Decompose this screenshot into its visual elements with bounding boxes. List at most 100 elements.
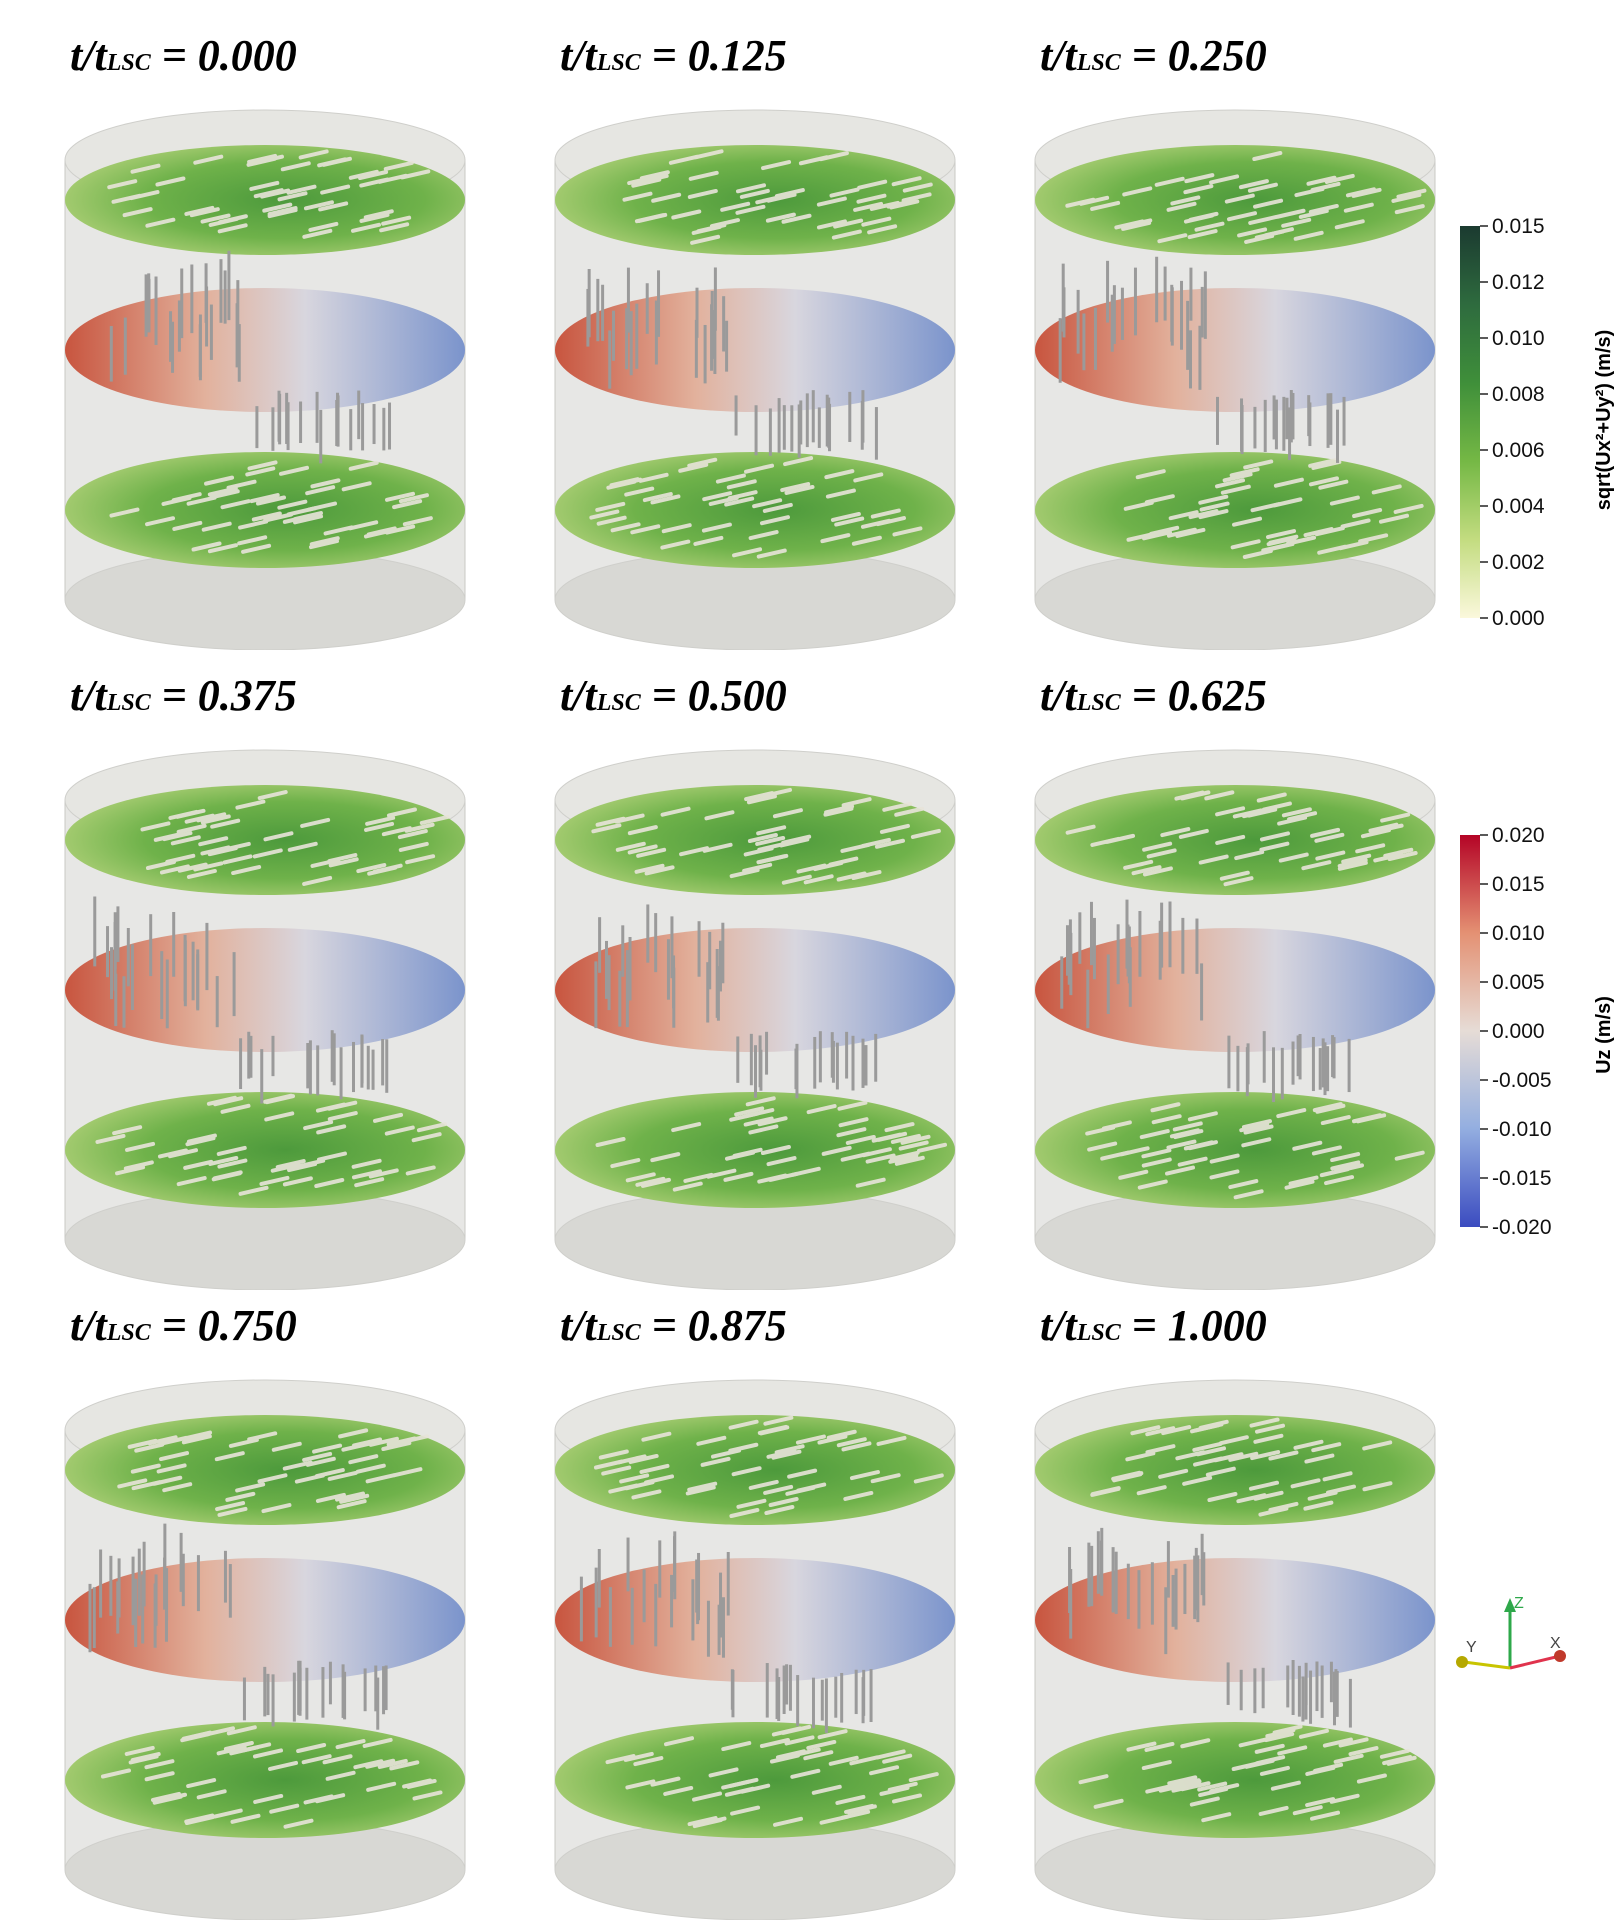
x-axis-label: X <box>1550 1635 1561 1652</box>
time-label-subscript: LSC <box>1076 690 1121 716</box>
time-label: t/tLSC = 0.125 <box>560 30 787 81</box>
vector-glyphs <box>107 149 433 554</box>
time-label-subscript: LSC <box>596 50 641 76</box>
time-label-value: = 0.125 <box>640 31 787 80</box>
time-label-value: = 0.500 <box>640 671 787 720</box>
cylinder-render <box>554 109 956 650</box>
snapshot-panel: t/tLSC = 0.125 <box>540 30 970 650</box>
vertical-vector-glyphs <box>93 896 389 1104</box>
z-axis-label: Z <box>1514 1595 1524 1612</box>
mid-slice <box>65 1558 465 1682</box>
y-axis-marker <box>1456 1656 1468 1668</box>
time-label-prefix: t/t <box>1040 671 1077 720</box>
snapshot-panel: t/tLSC = 0.250 <box>1020 30 1450 650</box>
colorbar-tick-label: 0.015 <box>1492 873 1545 896</box>
colorbar-tick-label: 0.012 <box>1492 271 1545 294</box>
cylinder-render <box>554 749 956 1290</box>
mid-slice <box>555 1558 955 1682</box>
time-label: t/tLSC = 1.000 <box>1040 1300 1267 1351</box>
bottom-slice <box>65 1092 465 1208</box>
vector-glyphs <box>100 1428 443 1829</box>
mid-slice <box>555 928 955 1052</box>
vector-glyphs <box>1078 1417 1417 1823</box>
colorbar-tick-label: 0.000 <box>1492 1020 1545 1043</box>
cylinder-render <box>554 1379 956 1920</box>
time-label-value: = 0.625 <box>1120 671 1267 720</box>
cylinder-render <box>1034 749 1436 1290</box>
time-label-value: = 0.750 <box>150 1301 297 1350</box>
vector-glyphs <box>591 787 948 1192</box>
colorbar-tick-label: 0.020 <box>1492 825 1545 847</box>
colorbar-tick-label: -0.010 <box>1492 1118 1552 1141</box>
time-label-value: = 0.875 <box>640 1301 787 1350</box>
time-label-subscript: LSC <box>596 690 641 716</box>
time-label-subscript: LSC <box>106 690 151 716</box>
colorbar-horizontal-gradient <box>1460 226 1480 618</box>
y-axis-label: Y <box>1466 1639 1477 1656</box>
time-label-prefix: t/t <box>70 31 107 80</box>
snapshot-panel: t/tLSC = 0.500 <box>540 670 970 1290</box>
colorbar-tick-label: -0.015 <box>1492 1167 1552 1190</box>
colorbar-tick-label: 0.000 <box>1492 607 1545 630</box>
time-label-prefix: t/t <box>560 1301 597 1350</box>
snapshot-panel: t/tLSC = 1.000 <box>1020 1300 1450 1920</box>
colorbar-vertical-gradient <box>1460 835 1480 1227</box>
time-label: t/tLSC = 0.000 <box>70 30 297 81</box>
vertical-vector-glyphs <box>579 1531 873 1733</box>
time-label-prefix: t/t <box>70 671 107 720</box>
time-label-subscript: LSC <box>106 50 151 76</box>
vector-glyphs <box>1065 790 1425 1200</box>
colorbar-tick-label: 0.008 <box>1492 383 1545 406</box>
top-slice <box>555 145 955 255</box>
vector-glyphs <box>1065 151 1427 559</box>
vector-glyphs <box>95 790 450 1196</box>
colorbar-tick-label: 0.006 <box>1492 439 1545 462</box>
x-axis-marker <box>1554 1650 1566 1662</box>
time-label-prefix: t/t <box>1040 31 1077 80</box>
colorbar-vertical-velocity: 0.020 0.015 0.010 0.005 0.000 -0.005 -0.010 -0.… <box>1460 825 1615 1239</box>
orientation-axes: Z X Y <box>1456 1595 1566 1670</box>
cylinder-render <box>64 749 466 1290</box>
time-label-subscript: LSC <box>596 1320 641 1346</box>
time-label: t/tLSC = 0.875 <box>560 1300 787 1351</box>
colorbar-tick-label: 0.010 <box>1492 922 1545 945</box>
bottom-slice <box>65 1722 465 1838</box>
vector-glyphs <box>589 149 933 559</box>
vertical-vector-glyphs <box>586 267 878 460</box>
colorbar-vertical-title: Uz (m/s) <box>1593 996 1615 1074</box>
colorbar-tick-label: 0.002 <box>1492 551 1545 574</box>
snapshot-panel: t/tLSC = 0.750 <box>50 1300 480 1920</box>
vertical-vector-glyphs <box>109 250 392 464</box>
colorbar-tick-label: 0.015 <box>1492 215 1545 238</box>
time-label: t/tLSC = 0.250 <box>1040 30 1267 81</box>
time-label-subscript: LSC <box>106 1320 151 1346</box>
x-axis-line <box>1509 1654 1561 1670</box>
time-label-value: = 1.000 <box>1120 1301 1267 1350</box>
cylinder-render <box>1034 109 1436 650</box>
cylinder-render <box>1034 1379 1436 1920</box>
vertical-vector-glyphs <box>1068 1527 1352 1728</box>
vertical-vector-glyphs <box>88 1523 388 1730</box>
vertical-vector-glyphs <box>594 904 878 1099</box>
colorbar-horizontal-velocity: 0.015 0.012 0.010 0.008 0.006 0.004 0.002 0.000… <box>1460 215 1615 630</box>
vector-glyphs <box>593 1415 944 1829</box>
vertical-vector-glyphs <box>1060 899 1351 1103</box>
cylinder-render <box>64 1379 466 1920</box>
time-label-prefix: t/t <box>560 31 597 80</box>
time-label-value: = 0.250 <box>1120 31 1267 80</box>
top-slice <box>65 1415 465 1525</box>
colorbar-tick-label: 0.004 <box>1492 495 1545 518</box>
z-axis-arrow <box>1504 1598 1516 1612</box>
snapshot-panel: t/tLSC = 0.625 <box>1020 670 1450 1290</box>
time-label-prefix: t/t <box>1040 1301 1077 1350</box>
bottom-slice <box>1035 1722 1435 1838</box>
mid-slice <box>1035 1558 1435 1682</box>
time-label-prefix: t/t <box>70 1301 107 1350</box>
snapshot-panel: t/tLSC = 0.875 <box>540 1300 970 1920</box>
cylinder-render <box>64 109 466 650</box>
colorbar-tick-label: 0.005 <box>1492 971 1545 994</box>
time-label: t/tLSC = 0.625 <box>1040 670 1267 721</box>
snapshot-panel: t/tLSC = 0.375 <box>50 670 480 1290</box>
bottom-slice <box>65 452 465 568</box>
time-label-prefix: t/t <box>560 671 597 720</box>
